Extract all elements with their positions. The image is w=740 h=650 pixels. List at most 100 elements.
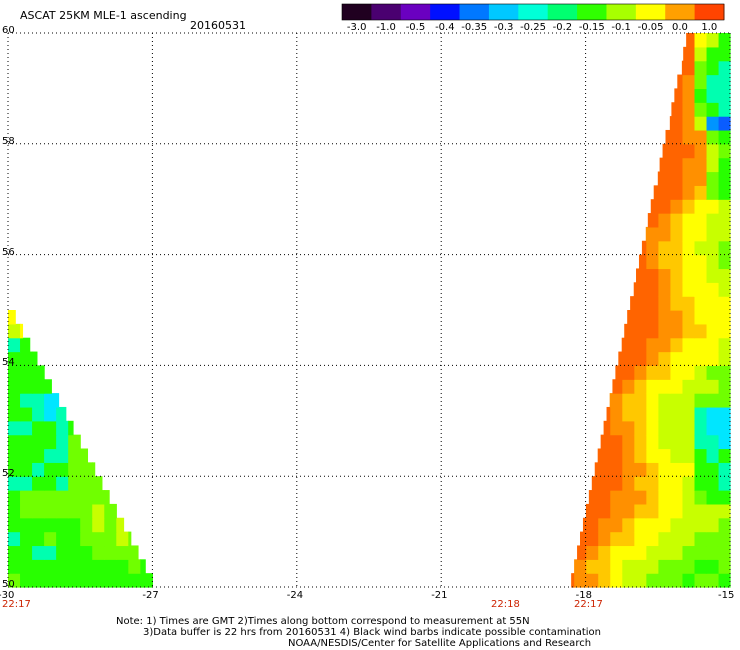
swath-cell [92,503,105,519]
swath-cell [693,33,707,48]
swath-cell [597,503,611,519]
color-bar-segment [400,4,431,20]
color-bar-label: -3.0 [346,22,367,33]
swath-cell [669,490,683,505]
swath-cell [92,490,105,505]
swath-cell [609,559,623,574]
swath-cell [621,490,635,505]
swath-cell [32,365,45,380]
note-line-1: Note: 1) Times are GMT 2)Times along bot… [116,616,530,627]
swath-cell [20,503,33,519]
swath-cell [621,545,635,560]
swath-cell [641,240,647,256]
swath-cell [669,351,683,366]
swath-cell [677,74,683,89]
swath-cell [633,406,647,422]
swath-cell [681,545,695,560]
swath-cell [8,310,16,325]
swath-cell [645,545,659,560]
swath-cell [609,531,623,547]
color-bar-label: -0.5 [405,22,426,33]
swath-cell [657,282,671,297]
swath-cell [633,393,647,408]
swath-cell [633,559,647,574]
swath-cell [657,448,671,463]
swath-cell [717,129,731,145]
swath-cell [56,462,69,477]
swath-cell [717,240,731,256]
color-bar [341,3,725,21]
swath-cell [621,420,635,436]
swath-cell [705,379,719,394]
swath-cell [705,199,719,214]
swath-cell [44,379,52,394]
swath-cell [650,199,659,214]
swath-cell [705,33,719,48]
swath-cell [705,323,719,339]
swath-cell [621,517,635,533]
swath-cell [633,434,647,450]
swath-cell [580,531,587,547]
swath-cell [44,448,57,463]
swath-cell [669,573,683,588]
swath-cell [609,448,623,463]
swath-cell [20,517,33,533]
swath-cell [705,559,719,574]
swath-cell [68,503,81,519]
swath-cell [705,310,719,325]
swath-cell [20,323,24,339]
swath-cell [609,490,623,505]
swath-cell [582,517,587,533]
swath-cell [669,171,683,186]
swath-cell [717,199,731,214]
swath-cell [693,240,707,256]
swath-cell [681,129,695,145]
swath-cell [597,490,611,505]
swath-cell [681,434,695,450]
swath-cell [693,476,707,491]
swath-cell [8,490,21,505]
swath-cell [645,406,659,422]
swath-cell [44,434,57,450]
swath-cell [705,171,719,186]
swath-cell [693,531,707,547]
swath-cell [621,448,635,463]
swath-cell [68,462,81,477]
swath-cell [573,573,587,588]
swath-cell [657,393,671,408]
swath-cell [645,337,659,353]
swath-cell [645,282,659,297]
swath-cell [20,573,33,588]
swath-cell [693,545,707,560]
swath-cell [92,545,105,560]
swath-cell [8,365,21,380]
y-tick-label: 58 [2,135,15,147]
swath-cell [657,559,671,574]
swath-cell [32,503,45,519]
y-tick-label: 52 [2,468,15,480]
color-bar-label: -1.0 [376,22,396,33]
swath-cell [80,490,93,505]
swath-cell [588,490,599,505]
color-bar-label: -0.25 [520,22,546,33]
swath-cell [8,406,21,422]
swath-cell [717,351,731,366]
swath-cell [657,254,671,270]
swath-cell [693,351,707,366]
swath-cell [645,559,659,574]
swath-cell [717,268,731,283]
swath-cell [645,254,659,270]
swath-cell [669,337,683,353]
x-tick-label: -18 [575,590,592,601]
swath-cell [609,545,623,560]
swath-cell [633,503,647,519]
swath-cell [717,476,731,491]
swath-cell [56,531,69,547]
swath-cell [92,559,105,574]
swath-cell [645,296,659,311]
swath-cell [104,517,117,533]
swath-cell [674,88,683,103]
swath-cell [92,462,96,477]
swath-cell [717,434,731,450]
swath-cell [68,448,81,463]
